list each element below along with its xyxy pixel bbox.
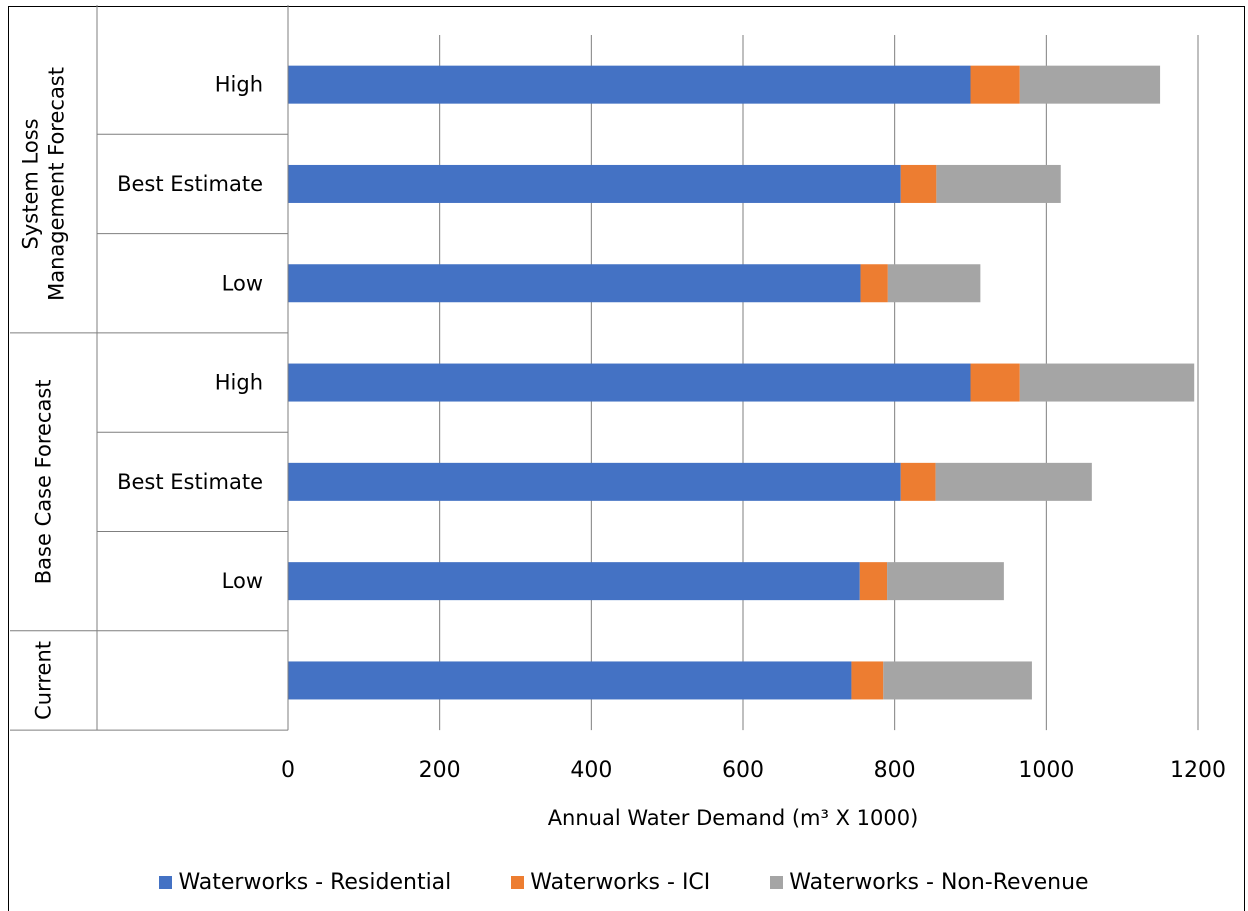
bar-5-2 (887, 562, 1004, 601)
bar-4-1 (900, 462, 936, 501)
bar-1-2 (936, 164, 1061, 203)
category-label-1: Best Estimate (117, 172, 263, 196)
bar-6-0 (288, 661, 852, 700)
group-label-line-0-1: Management Forecast (45, 67, 69, 301)
bar-0-1 (970, 65, 1020, 104)
bar-2-1 (860, 264, 888, 303)
x-tick-label-2: 400 (570, 758, 612, 783)
category-label-0: High (215, 73, 263, 97)
bar-1-1 (900, 164, 937, 203)
x-tick-label-0: 0 (281, 758, 295, 783)
bar-4-0 (288, 462, 901, 501)
bar-6-1 (851, 661, 884, 700)
bar-0-0 (288, 65, 971, 104)
category-label-4: Best Estimate (117, 470, 263, 494)
legend-item-residential: Waterworks - Residential (159, 870, 451, 895)
x-tick-label-1: 200 (419, 758, 461, 783)
bar-3-1 (970, 363, 1020, 402)
bar-0-2 (1019, 65, 1161, 104)
legend-label-non-revenue: Waterworks - Non-Revenue (789, 869, 1089, 895)
x-axis-title: Annual Water Demand (m³ X 1000) (548, 806, 919, 830)
bar-3-2 (1019, 363, 1195, 402)
legend-swatch-non-revenue (770, 875, 784, 889)
legend-item-non-revenue: Waterworks - Non-Revenue (770, 869, 1089, 895)
bar-4-2 (935, 462, 1092, 501)
x-tick-label-3: 600 (722, 758, 764, 783)
bar-5-1 (859, 562, 888, 601)
legend-swatch-ici (511, 875, 525, 889)
group-label-0: System LossManagement Forecast (19, 67, 69, 301)
group-label-2: Current (32, 641, 56, 720)
bar-6-2 (883, 661, 1032, 700)
legend-item-ici: Waterworks - ICI (511, 870, 710, 895)
category-label-5: Low (222, 569, 263, 593)
group-label-1: Base Case Forecast (32, 379, 56, 584)
group-label-line-0-0: System Loss (19, 118, 43, 249)
bar-2-2 (887, 264, 981, 303)
legend-swatch-residential (159, 875, 173, 889)
category-label-3: High (215, 371, 263, 395)
bar-5-0 (288, 562, 860, 601)
legend-label-ici: Waterworks - ICI (530, 869, 711, 895)
x-tick-label-6: 1200 (1170, 758, 1226, 783)
category-label-2: Low (222, 271, 263, 295)
bar-3-0 (288, 363, 971, 402)
chart-frame (8, 6, 1245, 911)
legend: Waterworks - Residential Waterworks - IC… (0, 862, 1248, 902)
group-label-line-1-0: Base Case Forecast (32, 379, 56, 584)
x-tick-label-5: 1000 (1018, 758, 1074, 783)
legend-label-residential: Waterworks - Residential (178, 869, 452, 895)
bar-2-0 (288, 264, 861, 303)
chart-svg: High Best Estimate Low High Best Estimate Low… (10, 5, 1226, 830)
bar-1-0 (288, 164, 901, 203)
group-label-line-2-0: Current (32, 641, 56, 720)
x-tick-label-4: 800 (874, 758, 916, 783)
